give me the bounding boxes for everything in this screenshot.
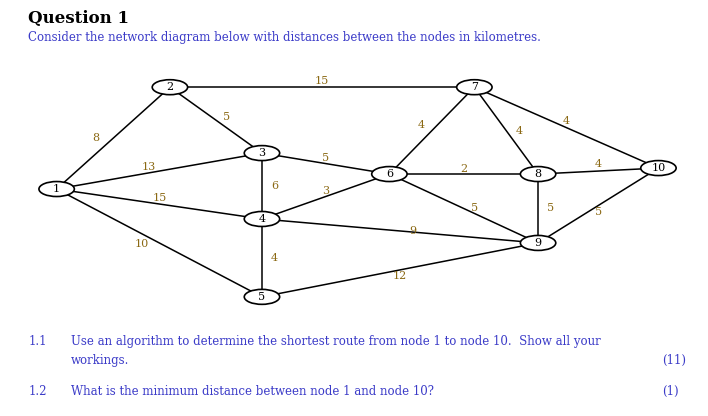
Text: 5: 5 — [471, 203, 478, 213]
Text: What is the minimum distance between node 1 and node 10?: What is the minimum distance between nod… — [71, 385, 434, 398]
Text: Question 1: Question 1 — [28, 10, 130, 27]
Text: 4: 4 — [515, 126, 523, 136]
Text: (1): (1) — [662, 385, 678, 398]
Text: 2: 2 — [166, 82, 173, 92]
Circle shape — [244, 290, 280, 305]
Text: 8: 8 — [535, 169, 542, 179]
Circle shape — [39, 181, 74, 196]
Text: 8: 8 — [92, 133, 99, 143]
Text: 4: 4 — [271, 253, 278, 263]
Text: 15: 15 — [315, 76, 329, 86]
Text: Use an algorithm to determine the shortest route from node 1 to node 10.  Show a: Use an algorithm to determine the shorte… — [71, 335, 600, 348]
Text: 9: 9 — [535, 238, 542, 248]
Circle shape — [244, 211, 280, 226]
Text: 7: 7 — [471, 82, 478, 92]
Text: 1: 1 — [53, 184, 60, 194]
Text: 5: 5 — [223, 112, 230, 122]
Text: 2: 2 — [460, 163, 467, 173]
Text: 5: 5 — [322, 153, 329, 163]
Text: 5: 5 — [258, 292, 266, 302]
Circle shape — [641, 161, 676, 176]
Text: 12: 12 — [393, 272, 407, 282]
Text: 15: 15 — [152, 193, 166, 203]
Text: workings.: workings. — [71, 354, 129, 367]
Text: 13: 13 — [142, 161, 156, 171]
Text: (11): (11) — [662, 354, 686, 367]
Circle shape — [520, 235, 556, 250]
Text: 10: 10 — [651, 163, 666, 173]
Circle shape — [457, 80, 492, 95]
Text: 3: 3 — [258, 148, 266, 158]
Circle shape — [520, 166, 556, 181]
Text: 1.1: 1.1 — [28, 335, 47, 348]
Text: 4: 4 — [258, 214, 266, 224]
Text: 9: 9 — [409, 226, 416, 236]
Text: 1.2: 1.2 — [28, 385, 47, 398]
Text: 5: 5 — [547, 203, 554, 213]
Text: Consider the network diagram below with distances between the nodes in kilometre: Consider the network diagram below with … — [28, 31, 541, 44]
Text: 4: 4 — [563, 116, 570, 126]
Circle shape — [152, 80, 188, 95]
Circle shape — [244, 146, 280, 161]
Text: 10: 10 — [135, 240, 149, 250]
Text: 4: 4 — [595, 159, 602, 169]
Text: 6: 6 — [386, 169, 393, 179]
Text: 4: 4 — [418, 120, 425, 130]
Text: 6: 6 — [271, 181, 278, 191]
Text: 3: 3 — [322, 186, 329, 196]
Circle shape — [372, 166, 407, 181]
Text: 5: 5 — [595, 207, 602, 217]
